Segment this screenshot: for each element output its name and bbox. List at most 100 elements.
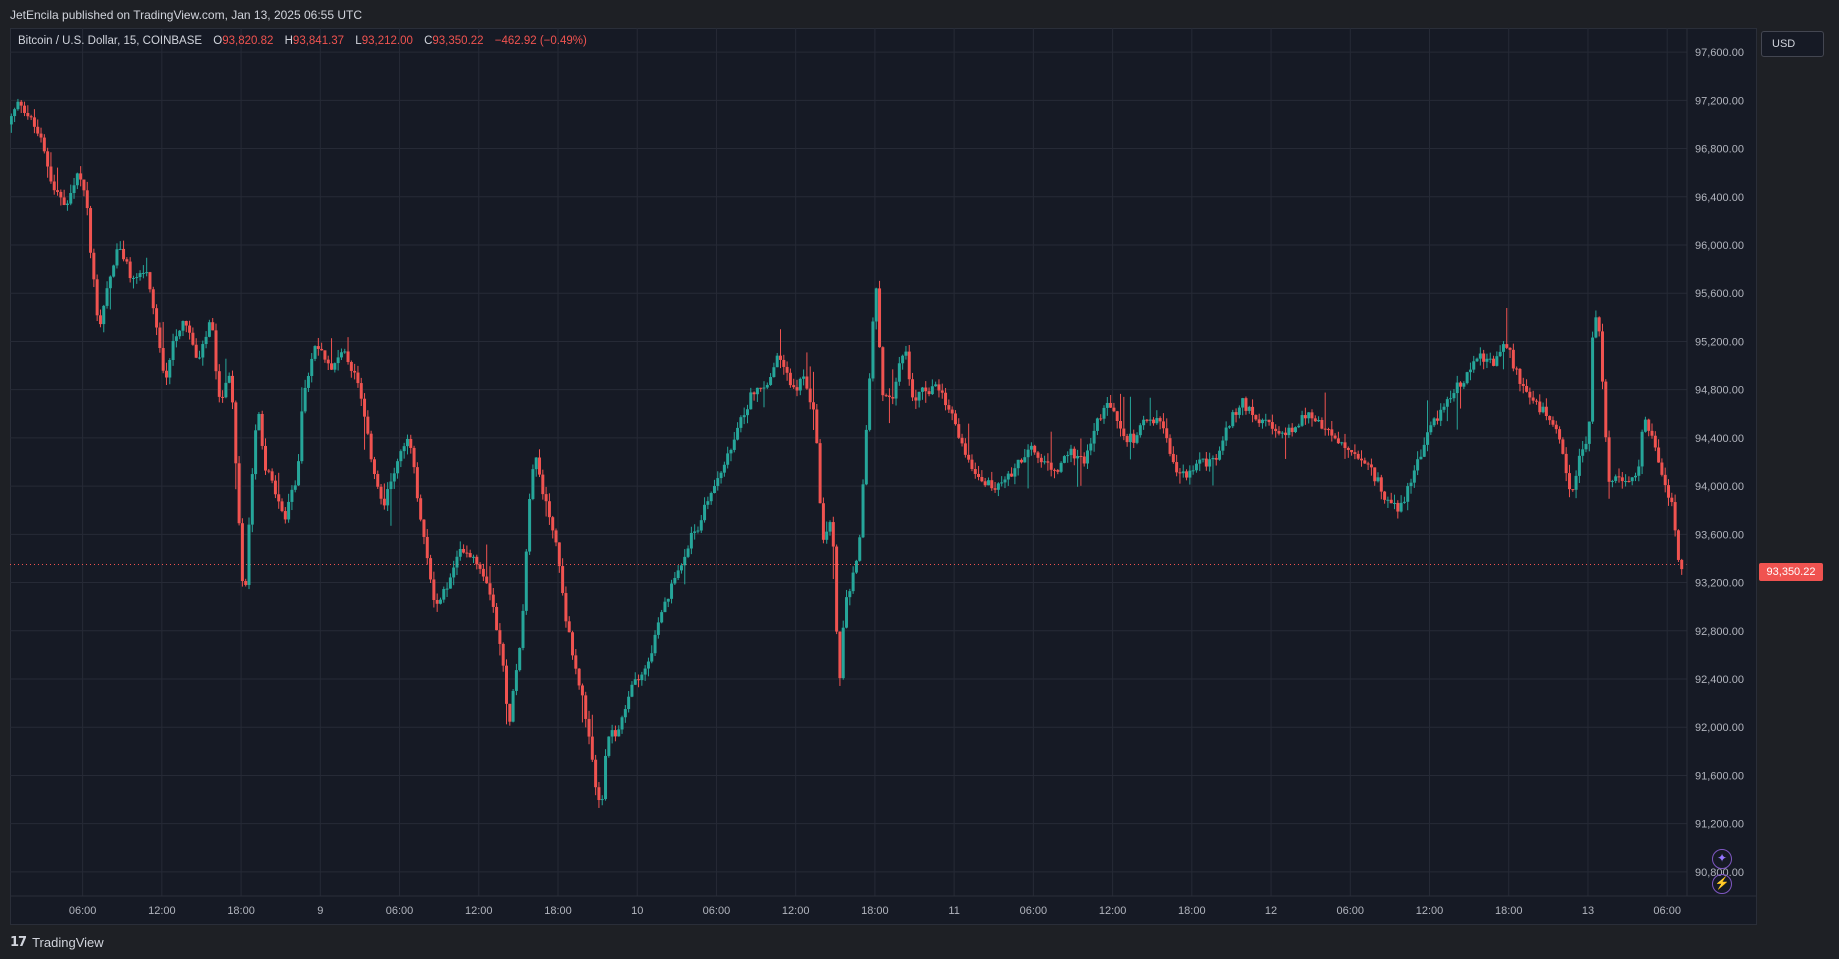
candle-body [1561, 439, 1565, 454]
candle-body [851, 572, 855, 592]
candle-body [306, 375, 310, 388]
candle-body [448, 577, 452, 589]
candle-body [419, 498, 423, 520]
candle-body [89, 208, 93, 253]
candle-body [1234, 412, 1238, 415]
candle-body [1667, 485, 1671, 498]
candle-body [1092, 430, 1096, 444]
time-tick-label: 9 [317, 905, 323, 917]
candle-body [1515, 368, 1519, 370]
candle-body [643, 668, 647, 675]
price-tick-label: 95,600.00 [1695, 288, 1744, 300]
candle-body [1178, 472, 1182, 474]
candle-body [564, 593, 568, 622]
candle-body [1069, 448, 1073, 456]
time-tick-label: 10 [631, 905, 643, 917]
candle-body [1095, 418, 1099, 431]
candle-body [1630, 477, 1634, 482]
symbol-title[interactable]: Bitcoin / U.S. Dollar, 15, COINBASE [18, 35, 203, 47]
candle-body [1485, 358, 1489, 362]
candlestick-chart[interactable]: 97,600.00 97,200.00 96,800.00 96,400.00 96,0… [10, 28, 1757, 925]
candle-body [963, 443, 967, 455]
candle-body [217, 371, 221, 397]
candle-body [808, 388, 812, 403]
sparkle-icon[interactable]: ✦ [1712, 849, 1732, 869]
candle-body [1072, 448, 1076, 459]
candle-body [914, 397, 918, 401]
candle-body [646, 661, 650, 669]
candle-body [930, 386, 934, 395]
candle-body [379, 486, 383, 499]
candle-body [1125, 436, 1129, 443]
candle-body [158, 327, 162, 349]
candle-body [1492, 358, 1496, 366]
candle-body [313, 346, 317, 359]
candle-body [927, 391, 931, 395]
time-tick-label: 12:00 [1416, 905, 1444, 917]
candle-body [1317, 420, 1321, 422]
candle-body [815, 409, 819, 444]
lightning-icon[interactable]: ⚡ [1712, 874, 1732, 894]
candle-body [1455, 382, 1459, 394]
candle-body [812, 402, 816, 410]
candle-body [947, 405, 951, 410]
price-tick-label: 92,400.00 [1695, 674, 1744, 686]
time-tick-label: 06:00 [1337, 905, 1365, 917]
candle-body [749, 392, 753, 410]
candle-body [1333, 435, 1337, 439]
candle-body [1498, 351, 1502, 357]
candle-body [1426, 432, 1430, 445]
candle-body [960, 437, 964, 444]
candle-body [1600, 331, 1604, 382]
candle-body [729, 449, 733, 454]
candle-body [1468, 369, 1472, 373]
candle-body [65, 203, 69, 206]
candle-body [597, 787, 601, 801]
candle-body [874, 288, 878, 322]
candle-body [293, 485, 297, 490]
candle-body [617, 729, 621, 737]
candle-body [584, 695, 588, 719]
candle-body [1185, 471, 1189, 478]
candle-body [1416, 459, 1420, 471]
candle-body [752, 392, 756, 395]
high-value: 93,841.37 [292, 35, 345, 47]
candle-body [1016, 459, 1020, 469]
candle-body [224, 382, 228, 398]
candle-body [1594, 317, 1598, 338]
candle-body [425, 536, 429, 559]
candle-body [838, 631, 842, 679]
candle-body [571, 632, 575, 656]
candle-body [1138, 425, 1142, 436]
candle-body [762, 387, 766, 389]
candle-body [316, 346, 320, 349]
candle-body [818, 443, 822, 504]
candle-body [508, 703, 512, 722]
currency-button[interactable]: USD [1761, 31, 1824, 57]
candle-body [993, 488, 997, 490]
candle-body [716, 478, 720, 486]
candle-body [62, 197, 66, 206]
price-axis: 97,600.00 97,200.00 96,800.00 96,400.00 96,0… [1686, 28, 1744, 896]
candle-body [300, 411, 304, 462]
candle-body [339, 352, 343, 358]
candle-body [854, 560, 858, 573]
candle-body [442, 589, 446, 600]
candle-body [689, 532, 693, 549]
candle-body [204, 336, 208, 345]
candle-body [1435, 418, 1439, 421]
candle-body [514, 670, 518, 691]
candle-body [699, 520, 703, 531]
candle-body [1462, 383, 1466, 387]
tradingview-brand[interactable]: 17 TradingView [10, 935, 104, 950]
candle-body [135, 277, 139, 279]
candle-body [1267, 419, 1271, 423]
candle-body [1581, 449, 1585, 456]
candle-body [996, 483, 1000, 490]
candle-body [587, 718, 591, 737]
candle-body [1036, 452, 1040, 458]
candle-body [155, 308, 159, 328]
candle-body [653, 634, 657, 654]
candle-body [1175, 462, 1179, 473]
time-tick-label: 12:00 [782, 905, 810, 917]
